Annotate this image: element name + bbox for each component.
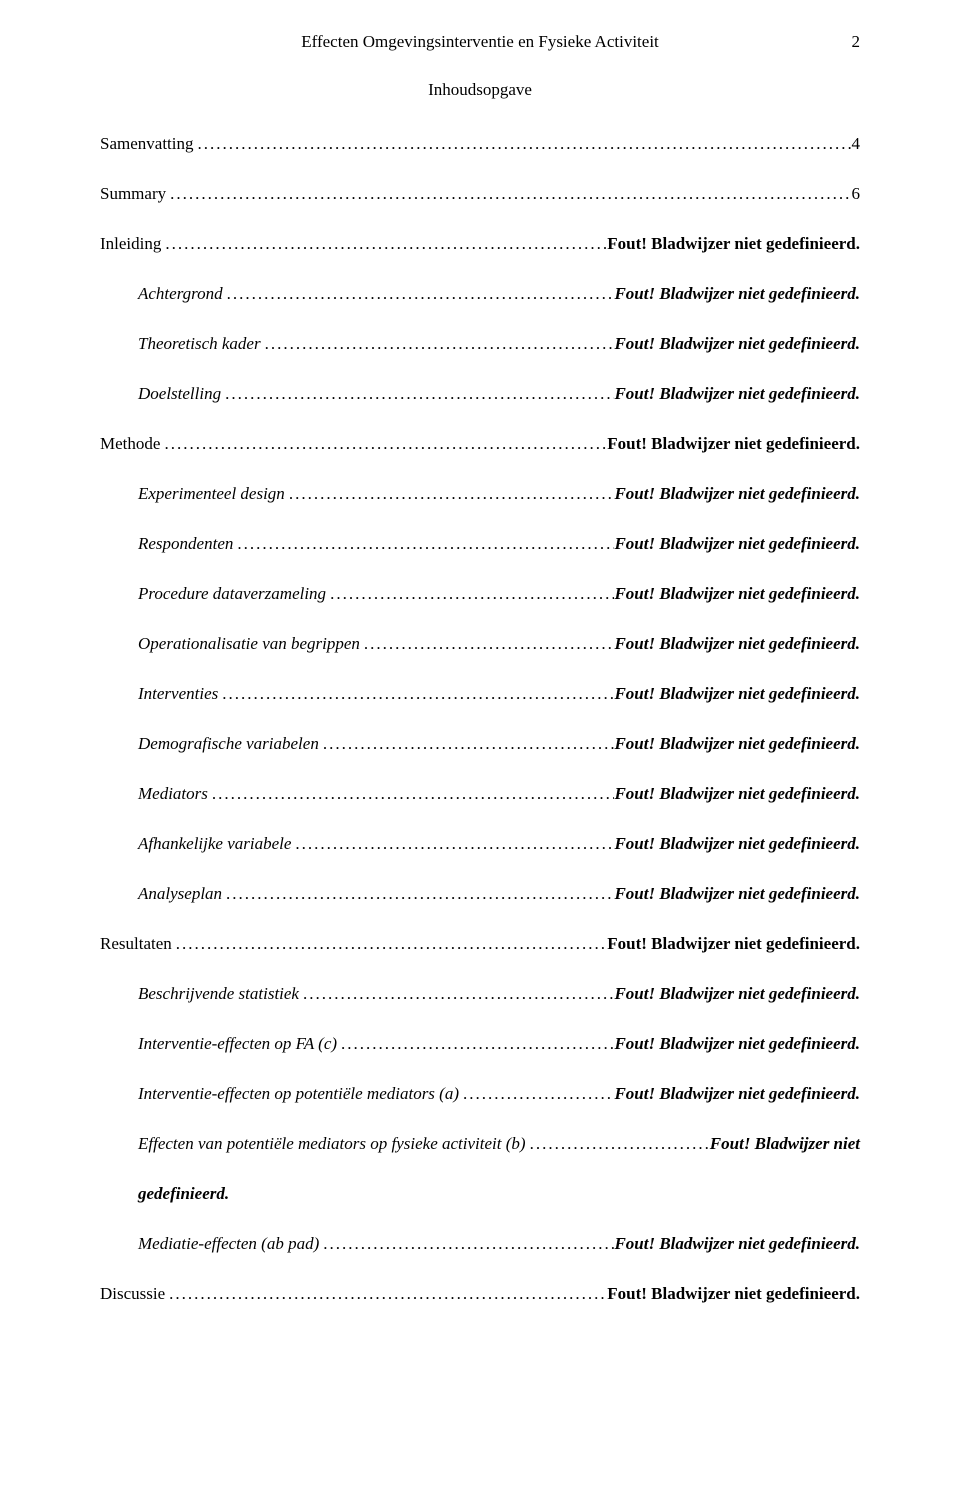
toc-label: Mediators [100,784,208,804]
toc-error-continuation: gedefinieerd. [100,1184,860,1204]
running-header: Effecten Omgevingsinterventie en Fysieke… [100,32,860,52]
toc-label: Procedure dataverzameling [100,584,326,604]
toc-error: Fout! Bladwijzer niet gedefinieerd. [614,634,860,654]
toc-label: Experimenteel design [100,484,285,504]
toc-label: Operationalisatie van begrippen [100,634,360,654]
toc-entry-theoretisch: Theoretisch kader Fout! Bladwijzer niet … [100,334,860,354]
toc-error: Fout! Bladwijzer niet gedefinieerd. [614,384,860,404]
toc-leader-dots [161,234,607,254]
toc-entry-analyseplan: Analyseplan Fout! Bladwijzer niet gedefi… [100,884,860,904]
toc-entry-effecten-med: Effecten van potentiële mediators op fys… [100,1134,860,1204]
toc-leader-dots [208,784,615,804]
toc-entry-resultaten: Resultaten Fout! Bladwijzer niet gedefin… [100,934,860,954]
toc-error: Fout! Bladwijzer niet gedefinieerd. [614,1084,860,1104]
toc-label: Samenvatting [100,134,193,154]
toc-leader-dots [319,1234,614,1254]
toc-leader-dots [165,1284,607,1304]
toc-leader-dots [166,184,851,204]
toc-heading: Inhoudsopgave [100,80,860,100]
toc-page: 4 [852,134,861,154]
toc-entry-inleiding: Inleiding Fout! Bladwijzer niet gedefini… [100,234,860,254]
toc-error: Fout! Bladwijzer niet gedefinieerd. [614,484,860,504]
toc-entry-methode: Methode Fout! Bladwijzer niet gedefiniee… [100,434,860,454]
toc-label: Interventies [100,684,218,704]
toc-error: Fout! Bladwijzer niet gedefinieerd. [614,684,860,704]
toc-label: Resultaten [100,934,172,954]
toc-label: Inleiding [100,234,161,254]
toc-entry-doelstelling: Doelstelling Fout! Bladwijzer niet gedef… [100,384,860,404]
toc-leader-dots [218,684,614,704]
toc-error: Fout! Bladwijzer niet gedefinieerd. [607,234,860,254]
toc-label: Demografische variabelen [100,734,319,754]
toc-leader-dots [172,934,607,954]
toc-error: Fout! Bladwijzer niet gedefinieerd. [614,584,860,604]
toc-entry-discussie: Discussie Fout! Bladwijzer niet gedefini… [100,1284,860,1304]
toc-error: Fout! Bladwijzer niet gedefinieerd. [614,284,860,304]
toc-leader-dots [360,634,615,654]
toc-label: Interventie-effecten op FA (c) [100,1034,337,1054]
toc-label: Theoretisch kader [100,334,261,354]
toc-entry-afhankelijke: Afhankelijke variabele Fout! Bladwijzer … [100,834,860,854]
header-page-number: 2 [840,32,860,52]
toc-error: Fout! Bladwijzer niet gedefinieerd. [614,334,860,354]
toc-error-partial: Fout! Bladwijzer niet [710,1134,860,1154]
toc-label: Mediatie-effecten (ab pad) [100,1234,319,1254]
toc-leader-dots [319,734,615,754]
toc-label: Respondenten [100,534,233,554]
toc-error: Fout! Bladwijzer niet gedefinieerd. [607,934,860,954]
toc-leader-dots [291,834,614,854]
toc-leader-dots [261,334,615,354]
toc-label: Doelstelling [100,384,221,404]
header-title: Effecten Omgevingsinterventie en Fysieke… [120,32,840,52]
toc-leader-dots [193,134,851,154]
empty-spacer [100,32,120,52]
toc-page: 6 [852,184,861,204]
toc-error: Fout! Bladwijzer niet gedefinieerd. [607,1284,860,1304]
toc-leader-dots [160,434,607,454]
toc-entry-operationalisatie: Operationalisatie van begrippen Fout! Bl… [100,634,860,654]
toc-leader-dots [285,484,615,504]
toc-label: Methode [100,434,160,454]
toc-label: Summary [100,184,166,204]
toc-leader-dots [326,584,614,604]
toc-entry-procedure: Procedure dataverzameling Fout! Bladwijz… [100,584,860,604]
toc-label: Afhankelijke variabele [100,834,291,854]
toc-leader-dots [459,1084,614,1104]
toc-entry-mediatie: Mediatie-effecten (ab pad) Fout! Bladwij… [100,1234,860,1254]
toc-leader-dots [526,1134,710,1154]
toc-entry-interventie-med: Interventie-effecten op potentiële media… [100,1084,860,1104]
toc-leader-dots [233,534,614,554]
toc-label: Discussie [100,1284,165,1304]
toc-leader-dots [223,284,615,304]
toc-entry-samenvatting: Samenvatting 4 [100,134,860,154]
toc-error: Fout! Bladwijzer niet gedefinieerd. [614,1034,860,1054]
toc-entry-beschrijvende: Beschrijvende statistiek Fout! Bladwijze… [100,984,860,1004]
toc-entry-summary: Summary 6 [100,184,860,204]
toc-error: Fout! Bladwijzer niet gedefinieerd. [614,784,860,804]
toc-entry-interventies: Interventies Fout! Bladwijzer niet gedef… [100,684,860,704]
toc-error: Fout! Bladwijzer niet gedefinieerd. [614,534,860,554]
toc-label: Effecten van potentiële mediators op fys… [100,1134,526,1154]
toc-entry-respondenten: Respondenten Fout! Bladwijzer niet gedef… [100,534,860,554]
toc-leader-dots [222,884,614,904]
toc-label: Interventie-effecten op potentiële media… [100,1084,459,1104]
toc-leader-dots [337,1034,614,1054]
toc-error: Fout! Bladwijzer niet gedefinieerd. [607,434,860,454]
toc-label: Beschrijvende statistiek [100,984,299,1004]
toc-leader-dots [299,984,614,1004]
toc-label: Achtergrond [100,284,223,304]
toc-leader-dots [221,384,614,404]
toc-error: Fout! Bladwijzer niet gedefinieerd. [614,834,860,854]
toc-entry-mediators: Mediators Fout! Bladwijzer niet gedefini… [100,784,860,804]
toc-entry-achtergrond: Achtergrond Fout! Bladwijzer niet gedefi… [100,284,860,304]
toc-entry-experimenteel: Experimenteel design Fout! Bladwijzer ni… [100,484,860,504]
toc-error: Fout! Bladwijzer niet gedefinieerd. [614,1234,860,1254]
toc-error: Fout! Bladwijzer niet gedefinieerd. [614,734,860,754]
toc-error: Fout! Bladwijzer niet gedefinieerd. [614,984,860,1004]
toc-entry-interventie-fa: Interventie-effecten op FA (c) Fout! Bla… [100,1034,860,1054]
toc-error: Fout! Bladwijzer niet gedefinieerd. [614,884,860,904]
toc-label: Analyseplan [100,884,222,904]
toc-entry-demografische: Demografische variabelen Fout! Bladwijze… [100,734,860,754]
